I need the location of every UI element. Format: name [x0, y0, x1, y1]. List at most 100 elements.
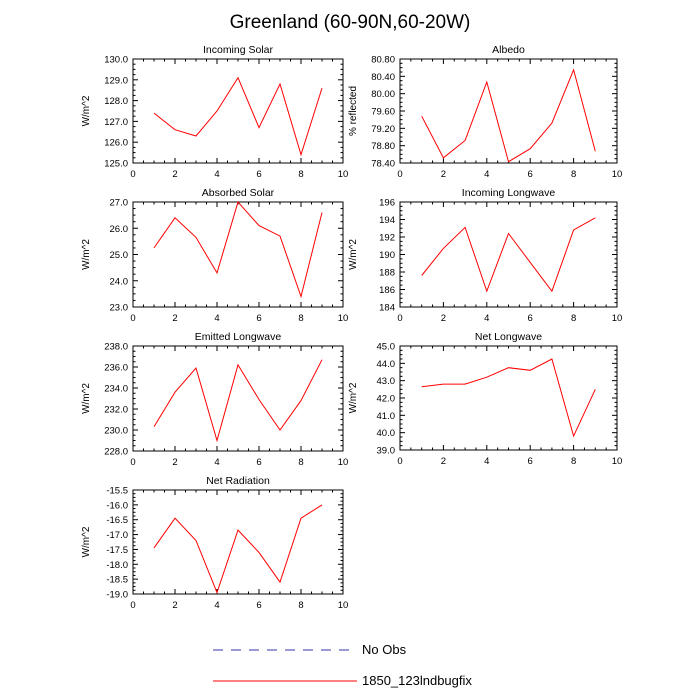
x-tick-label: 8: [571, 169, 576, 180]
y-tick-label: -18.0: [106, 560, 128, 571]
x-tick-label: 0: [130, 600, 135, 611]
y-tick-label: 128.0: [104, 96, 128, 107]
y-tick-label: 129.0: [104, 75, 128, 86]
legend-label-no-obs: No Obs: [362, 642, 407, 657]
series-line: [153, 200, 323, 299]
legend-label-series: 1850_123lndbugfix: [362, 673, 472, 688]
panel-6: Net Longwave W/m^2 39.0 40.0 41.0 42.0 43.0 44.…: [348, 331, 622, 467]
x-tick-label: 6: [528, 456, 533, 467]
y-tick-label: 80.00: [371, 89, 395, 100]
y-tick-label: 184: [379, 303, 395, 314]
panel-3: Absorbed Solar W/m^2 23.0 24.0 25.0 26.0 27.0 0…: [81, 187, 348, 324]
x-tick-label: 2: [172, 169, 177, 180]
x-tick-label: 2: [172, 600, 177, 611]
y-tick-label: -19.0: [106, 590, 128, 601]
series-line: [153, 359, 323, 443]
plot-frame: [132, 345, 344, 452]
legend: No Obs 1850_123lndbugfix: [213, 642, 472, 688]
y-tick-label: 40.0: [377, 428, 396, 439]
plot-frame: [132, 58, 344, 164]
y-tick-label: -18.5: [106, 575, 128, 586]
y-tick-label: 232.0: [104, 405, 128, 416]
x-tick-label: 0: [130, 313, 135, 324]
series-line: [421, 217, 596, 293]
y-tick-label: 186: [379, 285, 395, 296]
series-line: [421, 358, 596, 438]
x-tick-label: 2: [441, 313, 446, 324]
y-tick-label: 188: [379, 268, 395, 279]
y-axis-label: W/m^2: [348, 382, 359, 413]
y-tick-label: 196: [379, 198, 395, 209]
y-tick-label: 126.0: [104, 138, 128, 149]
y-tick-label: 130.0: [104, 55, 128, 66]
x-tick-label: 10: [338, 313, 349, 324]
x-tick-label: 2: [172, 313, 177, 324]
x-tick-label: 10: [612, 169, 623, 180]
y-tick-label: 127.0: [104, 117, 128, 128]
x-tick-label: 8: [298, 600, 303, 611]
y-axis-label: W/m^2: [81, 383, 92, 414]
x-tick-label: 2: [172, 457, 177, 468]
y-tick-label: 26.0: [110, 224, 129, 235]
y-tick-label: 42.0: [377, 394, 396, 405]
y-tick-label: -16.0: [106, 500, 128, 511]
x-tick-label: 10: [338, 457, 349, 468]
x-tick-label: 10: [338, 600, 349, 611]
y-tick-label: 125.0: [104, 159, 128, 170]
plot-frame: [399, 345, 618, 451]
series-line: [421, 68, 596, 163]
x-tick-label: 4: [214, 169, 219, 180]
x-tick-label: 6: [256, 169, 261, 180]
x-tick-label: 4: [484, 169, 489, 180]
y-tick-label: 234.0: [104, 384, 128, 395]
x-tick-label: 8: [298, 313, 303, 324]
y-tick-label: -17.0: [106, 530, 128, 541]
y-tick-label: 228.0: [104, 447, 128, 458]
panel-2: Albedo % reflected 78.40 78.80 79.20 79.60 80.…: [348, 44, 622, 180]
x-tick-label: 0: [397, 456, 402, 467]
x-tick-label: 0: [130, 169, 135, 180]
x-tick-label: 8: [571, 456, 576, 467]
y-tick-label: 39.0: [377, 446, 396, 457]
panel-title: Incoming Solar: [203, 44, 274, 56]
x-tick-label: 4: [214, 457, 219, 468]
panel-title: Net Longwave: [475, 331, 542, 343]
panel-title: Emitted Longwave: [195, 331, 282, 343]
y-tick-label: 45.0: [377, 342, 396, 353]
x-tick-label: 4: [214, 313, 219, 324]
x-tick-label: 4: [484, 456, 489, 467]
y-tick-label: 23.0: [110, 303, 129, 314]
figure-title: Greenland (60-90N,60-20W): [230, 12, 471, 33]
x-tick-label: 10: [612, 313, 623, 324]
x-tick-label: 6: [528, 313, 533, 324]
panel-7: Net Radiation W/m^2 -19.0 -18.5 -18.0 -17.5 -1…: [81, 475, 348, 611]
x-tick-label: 8: [298, 169, 303, 180]
y-tick-label: 80.80: [371, 55, 395, 66]
plot-frame: [399, 201, 618, 308]
y-tick-label: 78.40: [371, 159, 395, 170]
y-tick-label: 192: [379, 233, 395, 244]
y-tick-label: 230.0: [104, 426, 128, 437]
y-tick-label: -16.5: [106, 515, 128, 526]
x-tick-label: 0: [397, 313, 402, 324]
plot-frame: [132, 489, 344, 595]
panel-title: Absorbed Solar: [202, 187, 275, 199]
x-tick-label: 0: [130, 457, 135, 468]
x-tick-label: 8: [571, 313, 576, 324]
y-axis-label: % reflected: [348, 86, 359, 136]
x-tick-label: 10: [612, 456, 623, 467]
x-tick-label: 2: [441, 169, 446, 180]
x-tick-label: 8: [298, 457, 303, 468]
y-tick-label: 43.0: [377, 376, 396, 387]
y-tick-label: 238.0: [104, 342, 128, 353]
panel-title: Net Radiation: [206, 475, 270, 487]
x-tick-label: 2: [441, 456, 446, 467]
y-tick-label: 190: [379, 250, 395, 261]
x-tick-label: 0: [397, 169, 402, 180]
y-tick-label: 24.0: [110, 276, 129, 287]
panel-4: Incoming Longwave W/m^2 184 186 188 190 192 194…: [348, 187, 622, 324]
y-tick-label: 25.0: [110, 250, 129, 261]
y-tick-label: 78.80: [371, 141, 395, 152]
x-tick-label: 4: [484, 313, 489, 324]
panel-1: Incoming Solar W/m^2 125.0 126.0 127.0 128.0 1…: [81, 44, 348, 180]
